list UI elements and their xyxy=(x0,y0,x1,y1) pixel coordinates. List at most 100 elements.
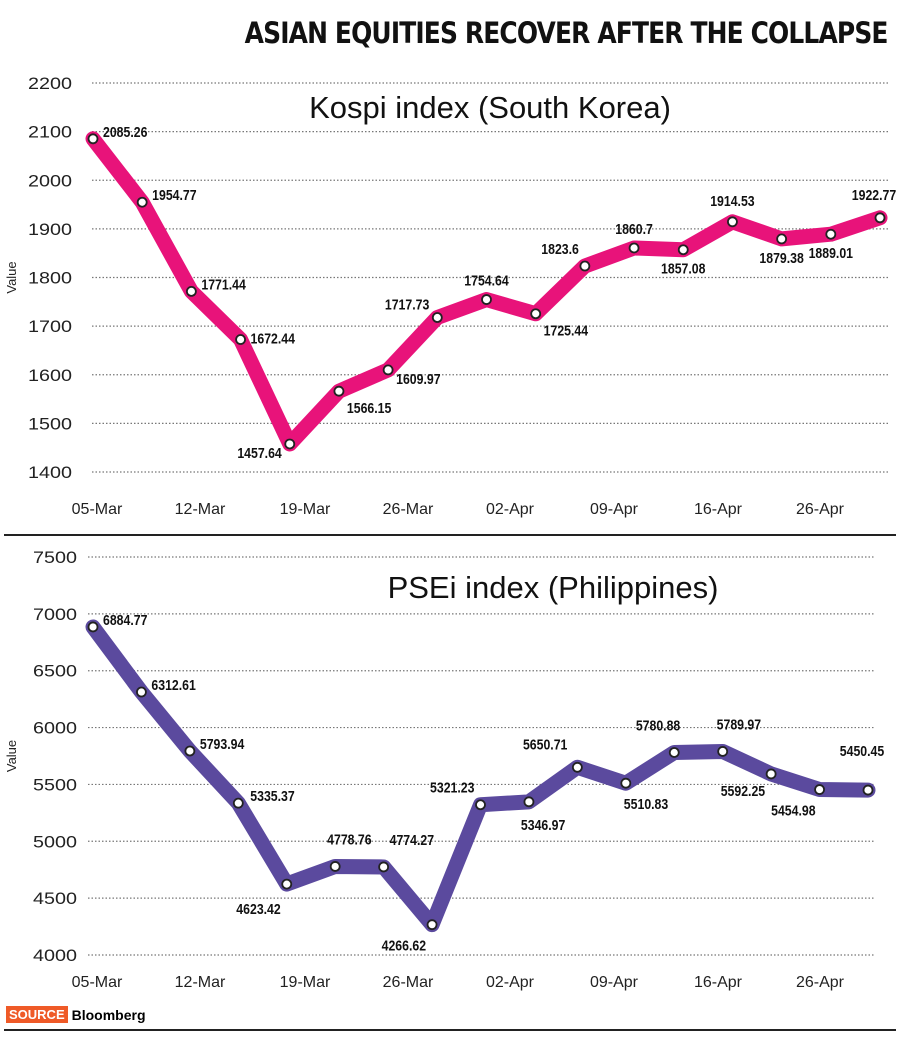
data-point xyxy=(431,312,443,323)
y-tick-label: 5000 xyxy=(33,832,77,851)
x-tick-label: 05-Mar xyxy=(72,501,123,518)
y-tick-label: 7500 xyxy=(33,548,77,567)
data-point xyxy=(776,233,788,245)
data-point xyxy=(475,799,486,811)
divider xyxy=(4,534,896,536)
data-point xyxy=(571,761,583,773)
y-tick-label: 6500 xyxy=(33,662,77,681)
data-point xyxy=(677,244,689,256)
y-tick-label: 1900 xyxy=(28,220,72,239)
data-point xyxy=(136,196,148,208)
data-point xyxy=(481,294,492,305)
y-tick-label: 4500 xyxy=(33,889,77,908)
data-point xyxy=(727,216,738,228)
data-point xyxy=(426,919,438,931)
data-point xyxy=(333,385,345,397)
kospi-chart: 1400 1500 1600 1700 1800 1900 2000 2100 2200 05-M… xyxy=(4,74,897,518)
data-label: 1725.44 xyxy=(544,323,589,339)
data-label: 1922.77 xyxy=(852,187,897,203)
data-label: 1879.38 xyxy=(759,250,804,266)
data-point xyxy=(825,228,837,240)
data-label: 1889.01 xyxy=(809,245,854,261)
headline: ASIAN EQUITIES RECOVER AFTER THE COLLAPS… xyxy=(245,16,889,50)
data-label: 1823.6 xyxy=(541,241,579,257)
psei-chart: 4000 4500 5000 5500 6000 6500 7000 7500 05-Mar 12… xyxy=(4,548,885,991)
y-tick-label: 5500 xyxy=(33,775,77,794)
data-label: 2085.26 xyxy=(103,124,148,140)
data-point xyxy=(284,438,296,450)
source-badge: SOURCE xyxy=(6,1006,68,1023)
data-point xyxy=(136,686,147,698)
data-point xyxy=(862,784,874,796)
data-label: 5346.97 xyxy=(521,817,566,833)
y-axis-label: Value xyxy=(4,261,19,293)
data-point xyxy=(668,747,680,758)
data-label: 5789.97 xyxy=(717,716,762,732)
y-tick-label: 1600 xyxy=(28,366,72,385)
x-tick-label: 02-Apr xyxy=(486,974,535,991)
x-tick-label: 09-Apr xyxy=(590,501,639,518)
data-label: 1457.64 xyxy=(237,445,282,461)
data-point xyxy=(717,746,729,757)
data-point xyxy=(814,784,825,795)
data-label: 1857.08 xyxy=(661,261,706,277)
data-label: 1771.44 xyxy=(201,276,246,292)
bottom-rule xyxy=(4,1029,896,1031)
x-tick-label: 09-Apr xyxy=(590,974,639,991)
data-label: 1717.73 xyxy=(385,296,430,312)
x-tick-label: 02-Apr xyxy=(486,501,535,518)
x-tick-label: 26-Apr xyxy=(796,501,845,518)
chart-title: Kospi index (South Korea) xyxy=(309,90,671,125)
data-point xyxy=(382,364,394,376)
y-tick-label: 4000 xyxy=(33,946,77,965)
data-point xyxy=(628,242,640,254)
x-tick-label: 19-Mar xyxy=(280,501,331,518)
data-label: 1914.53 xyxy=(710,193,755,209)
x-tick-label: 26-Mar xyxy=(383,501,434,518)
y-tick-label: 2100 xyxy=(28,123,72,142)
data-point xyxy=(232,797,244,809)
data-point xyxy=(329,861,341,872)
data-label: 5450.45 xyxy=(840,743,885,759)
chart-title: PSEi index (Philippines) xyxy=(388,570,719,605)
y-tick-label: 2200 xyxy=(28,74,72,93)
x-tick-label: 26-Mar xyxy=(383,974,434,991)
data-label: 1954.77 xyxy=(152,187,197,203)
x-tick-label: 16-Apr xyxy=(694,974,743,991)
data-point xyxy=(620,777,632,789)
data-label: 4774.27 xyxy=(390,832,435,848)
data-label: 5793.94 xyxy=(200,736,245,752)
data-label: 6884.77 xyxy=(103,612,148,628)
data-label: 5321.23 xyxy=(430,780,475,796)
x-tick-label: 16-Apr xyxy=(694,501,743,518)
data-point xyxy=(185,285,197,297)
source-line: SOURCE Bloomberg xyxy=(6,1006,146,1023)
source-name: Bloomberg xyxy=(71,1006,146,1023)
data-point xyxy=(87,133,99,145)
data-point xyxy=(530,308,542,320)
data-label: 5454.98 xyxy=(771,802,816,818)
series-line xyxy=(85,619,876,933)
data-label: 5780.88 xyxy=(636,717,681,733)
y-tick-label: 2000 xyxy=(28,171,72,190)
data-label: 5650.71 xyxy=(523,736,568,752)
data-point xyxy=(765,768,777,780)
y-axis-label: Value xyxy=(4,740,19,772)
data-label: 1672.44 xyxy=(251,330,296,346)
x-tick-label: 12-Mar xyxy=(175,501,226,518)
y-tick-label: 6000 xyxy=(33,719,77,738)
data-label: 1609.97 xyxy=(396,371,441,387)
y-tick-label: 7000 xyxy=(33,605,77,624)
data-point xyxy=(235,334,246,345)
y-tick-label: 1400 xyxy=(28,463,72,482)
data-label: 1860.7 xyxy=(615,221,653,237)
x-tick-label: 12-Mar xyxy=(175,974,226,991)
data-point xyxy=(579,260,591,272)
data-label: 4623.42 xyxy=(236,901,281,917)
data-label: 5335.37 xyxy=(250,788,295,804)
y-tick-label: 1800 xyxy=(28,269,72,288)
data-point xyxy=(874,212,886,224)
x-tick-label: 26-Apr xyxy=(796,974,845,991)
data-label: 5510.83 xyxy=(624,796,669,812)
